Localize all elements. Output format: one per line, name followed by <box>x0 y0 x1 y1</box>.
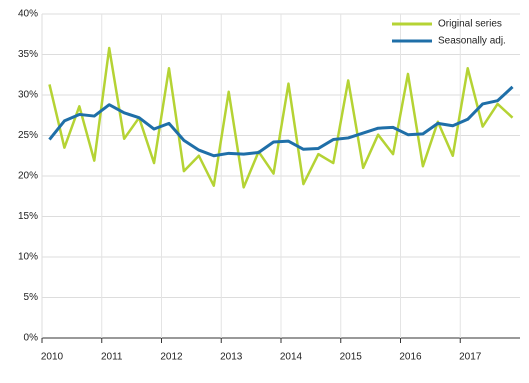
y-tick-label: 5% <box>24 292 39 303</box>
x-tick-label: 2011 <box>101 352 123 363</box>
x-tick-label: 2012 <box>160 352 183 363</box>
y-tick-label: 25% <box>18 130 38 141</box>
x-tick-label: 2017 <box>459 352 482 363</box>
x-tick-label: 2015 <box>340 352 363 363</box>
legend-label: Original series <box>438 19 502 30</box>
y-tick-label: 35% <box>18 49 38 60</box>
x-tick-label: 2014 <box>280 352 303 363</box>
series-line <box>48 46 514 189</box>
y-tick-label: 40% <box>18 9 38 20</box>
y-tick-label: 20% <box>18 171 38 182</box>
y-tick-label: 15% <box>18 211 38 222</box>
legend-label: Seasonally adj. <box>438 36 506 47</box>
series-line <box>48 85 514 158</box>
y-tick-label: 0% <box>24 333 39 344</box>
x-tick-label: 2010 <box>41 352 64 363</box>
y-tick-label: 30% <box>18 90 38 101</box>
y-tick-label: 10% <box>18 252 38 263</box>
x-tick-label: 2016 <box>399 352 422 363</box>
x-tick-label: 2013 <box>220 352 243 363</box>
